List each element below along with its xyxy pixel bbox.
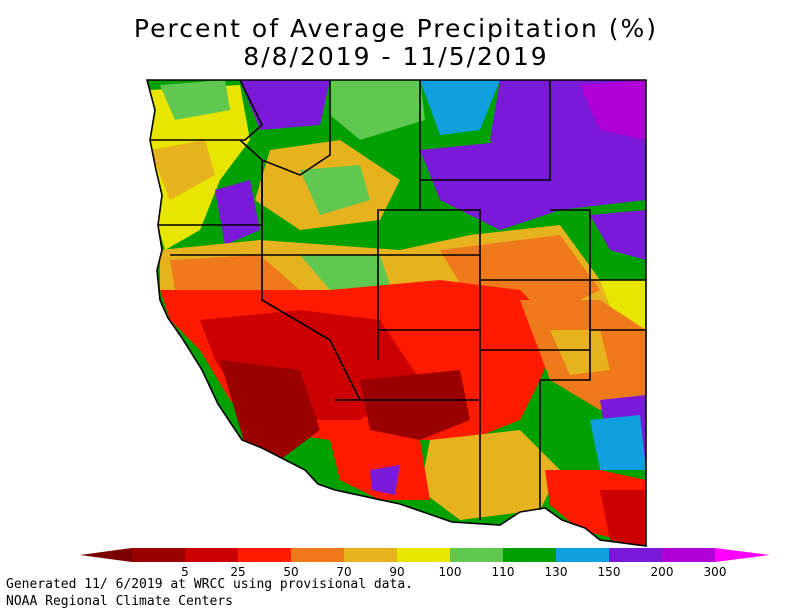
legend-swatch — [503, 548, 556, 562]
legend-low-arrow — [80, 548, 132, 562]
legend-swatch — [450, 548, 503, 562]
legend-swatch — [132, 548, 185, 562]
legend-tick-label: 200 — [651, 565, 674, 579]
legend-swatch — [397, 548, 450, 562]
legend-swatch — [344, 548, 397, 562]
legend-swatch — [662, 548, 715, 562]
legend-swatch — [556, 548, 609, 562]
state-borders — [145, 79, 647, 547]
legend-swatch — [185, 548, 238, 562]
date-range-subtitle: 8/8/2019 - 11/5/2019 — [243, 42, 549, 71]
legend-tick-label: 150 — [598, 565, 621, 579]
generated-note: Generated 11/ 6/2019 at WRCC using provi… — [6, 577, 413, 592]
map-title: Percent of Average Precipitation (%) — [133, 14, 659, 43]
legend-tick-label: 50 — [283, 565, 298, 579]
legend-tick-label: 110 — [492, 565, 515, 579]
legend-tick-label: 25 — [230, 565, 245, 579]
legend-swatch — [609, 548, 662, 562]
legend-tick-label: 300 — [704, 565, 727, 579]
legend-swatch — [238, 548, 291, 562]
legend-high-arrow — [715, 548, 770, 562]
source-credit: NOAA Regional Climate Centers — [6, 594, 233, 609]
color-legend: 5 25 50 70 90 100 110 130 150 200 300 — [80, 548, 770, 579]
legend-tick-label: 5 — [181, 565, 189, 579]
legend-tick-label: 130 — [545, 565, 568, 579]
legend-tick-label: 70 — [336, 565, 351, 579]
legend-tick-label: 90 — [389, 565, 404, 579]
legend-swatch — [291, 548, 344, 562]
precip-fill-layer — [147, 80, 646, 546]
legend-tick-label: 100 — [439, 565, 462, 579]
